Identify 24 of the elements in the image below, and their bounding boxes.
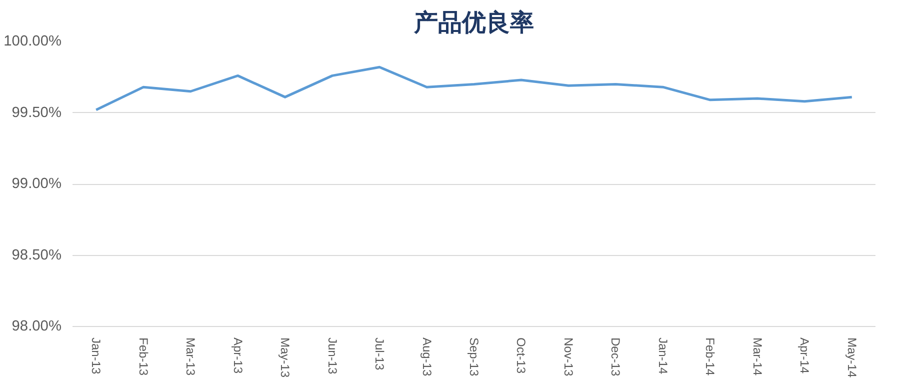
- x-tick-label: Jan-13: [89, 338, 104, 375]
- x-tick-label: Mar-14: [750, 338, 764, 376]
- x-tick-label: Aug-13: [420, 338, 434, 377]
- x-tick-label: Oct-13: [514, 338, 528, 374]
- x-tick-label: Feb-14: [703, 338, 718, 376]
- y-tick-label: 99.00%: [12, 176, 62, 192]
- x-tick-label: Dec-13: [608, 338, 623, 377]
- x-tick-label: May-14: [844, 338, 859, 378]
- x-tick-label: Jan-14: [656, 338, 670, 375]
- y-tick-label: 99.50%: [12, 104, 62, 121]
- y-tick-label: 100.00%: [4, 34, 62, 50]
- x-tick-label: Sep-13: [467, 338, 481, 377]
- x-tick-label: May-13: [278, 338, 292, 378]
- chart-title: 产品优良率: [413, 8, 534, 36]
- x-tick-label: Feb-13: [136, 338, 150, 376]
- x-tick-label: Jul-13: [372, 338, 387, 371]
- x-tick-label: Jun-13: [325, 338, 340, 375]
- x-tick-label: Apr-13: [230, 338, 245, 374]
- y-tick-label: 98.50%: [12, 247, 62, 264]
- x-tick-label: Mar-13: [184, 338, 198, 376]
- y-tick-label: 98.00%: [12, 318, 62, 334]
- x-tick-label: Nov-13: [561, 338, 576, 377]
- x-tick-label: Apr-14: [798, 338, 812, 374]
- line-series: [94, 66, 854, 112]
